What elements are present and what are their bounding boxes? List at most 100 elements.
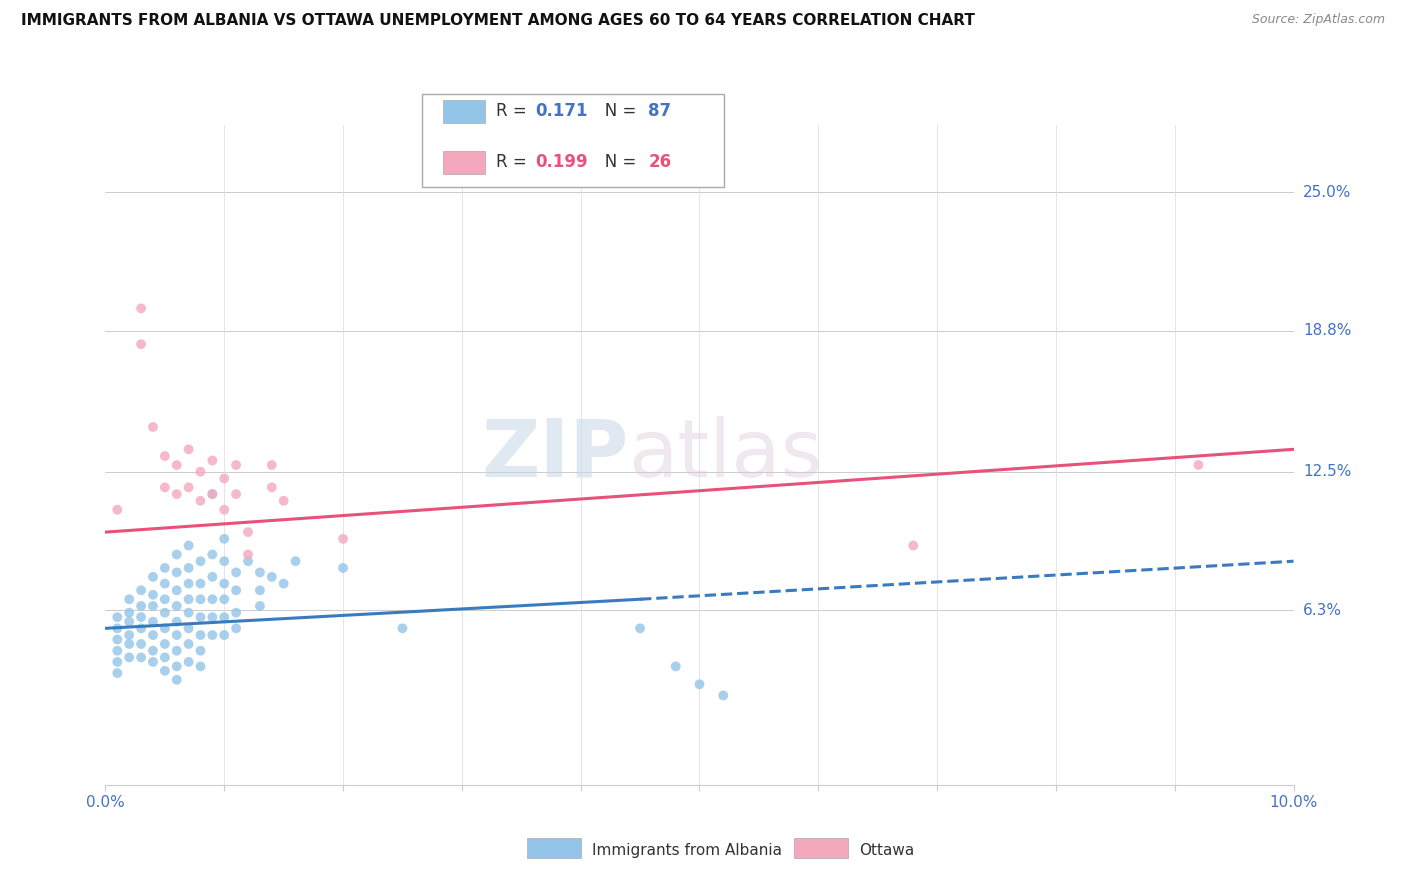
Text: N =: N = — [589, 153, 641, 171]
Point — [284, 554, 307, 568]
Point — [166, 659, 188, 673]
Point — [249, 566, 271, 580]
Point — [166, 566, 188, 580]
Point — [142, 628, 165, 642]
Point — [628, 621, 651, 635]
Point — [236, 548, 259, 562]
Point — [166, 615, 188, 629]
Point — [118, 637, 141, 651]
Point — [105, 666, 128, 681]
Point — [201, 548, 224, 562]
Point — [177, 655, 200, 669]
Point — [332, 561, 354, 575]
Point — [225, 606, 247, 620]
Point — [201, 570, 224, 584]
Point — [177, 606, 200, 620]
Point — [225, 583, 247, 598]
Point — [214, 610, 236, 624]
Point — [153, 592, 176, 607]
Point — [142, 643, 165, 657]
Point — [118, 592, 141, 607]
Text: IMMIGRANTS FROM ALBANIA VS OTTAWA UNEMPLOYMENT AMONG AGES 60 TO 64 YEARS CORRELA: IMMIGRANTS FROM ALBANIA VS OTTAWA UNEMPL… — [21, 13, 974, 29]
Point — [166, 673, 188, 687]
Point — [689, 677, 711, 691]
Point — [153, 621, 176, 635]
Point — [260, 480, 283, 494]
Point — [225, 566, 247, 580]
Point — [129, 650, 152, 665]
Point — [142, 599, 165, 613]
Point — [201, 453, 224, 467]
Point — [129, 337, 152, 351]
Point — [105, 502, 128, 516]
Point — [190, 643, 212, 657]
Point — [214, 592, 236, 607]
Point — [129, 621, 152, 635]
Point — [153, 606, 176, 620]
Point — [166, 583, 188, 598]
Point — [166, 628, 188, 642]
Point — [214, 532, 236, 546]
Point — [260, 570, 283, 584]
Point — [273, 493, 295, 508]
Point — [177, 539, 200, 553]
Point — [153, 576, 176, 591]
Point — [142, 570, 165, 584]
Point — [177, 637, 200, 651]
Point — [177, 480, 200, 494]
Point — [1187, 458, 1209, 472]
Text: R =: R = — [496, 103, 533, 120]
Point — [201, 487, 224, 501]
Point — [190, 465, 212, 479]
Point — [118, 628, 141, 642]
Point — [153, 449, 176, 463]
Point — [332, 532, 354, 546]
Text: N =: N = — [589, 103, 641, 120]
Point — [236, 525, 259, 540]
Point — [665, 659, 688, 673]
Point — [225, 458, 247, 472]
Point — [166, 643, 188, 657]
Point — [201, 487, 224, 501]
Text: ZIP: ZIP — [481, 416, 628, 494]
Text: Ottawa: Ottawa — [859, 844, 914, 858]
Text: 18.8%: 18.8% — [1303, 323, 1351, 338]
Point — [225, 487, 247, 501]
Point — [260, 458, 283, 472]
Point — [142, 615, 165, 629]
Point — [177, 442, 200, 457]
Point — [177, 621, 200, 635]
Point — [129, 610, 152, 624]
Point — [190, 493, 212, 508]
Point — [118, 650, 141, 665]
Point — [190, 610, 212, 624]
Point — [142, 655, 165, 669]
Point — [711, 689, 734, 703]
Point — [129, 301, 152, 316]
Point — [214, 502, 236, 516]
Point — [166, 487, 188, 501]
Point — [190, 592, 212, 607]
Text: Immigrants from Albania: Immigrants from Albania — [592, 844, 782, 858]
Point — [214, 471, 236, 485]
Point — [118, 615, 141, 629]
Point — [903, 539, 925, 553]
Point — [177, 561, 200, 575]
Point — [190, 628, 212, 642]
Point — [105, 643, 128, 657]
Text: 6.3%: 6.3% — [1303, 603, 1343, 618]
Point — [153, 650, 176, 665]
Point — [177, 576, 200, 591]
Point — [225, 621, 247, 635]
Point — [249, 583, 271, 598]
Point — [201, 628, 224, 642]
Point — [166, 599, 188, 613]
Point — [105, 621, 128, 635]
Text: Source: ZipAtlas.com: Source: ZipAtlas.com — [1251, 13, 1385, 27]
Point — [249, 599, 271, 613]
Point — [214, 554, 236, 568]
Point — [153, 664, 176, 678]
Text: 87: 87 — [648, 103, 671, 120]
Text: R =: R = — [496, 153, 533, 171]
Point — [177, 592, 200, 607]
